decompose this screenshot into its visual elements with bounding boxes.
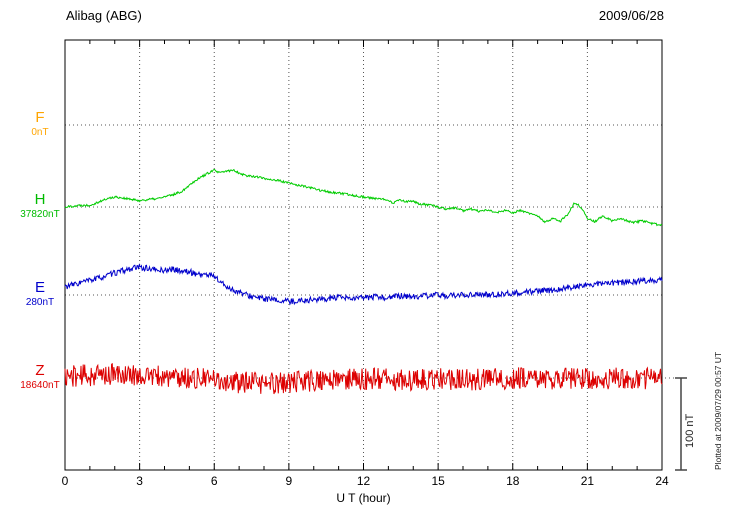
- e-trace: [64, 263, 663, 306]
- z-trace: [64, 362, 663, 395]
- x-tick-label: 9: [286, 474, 293, 488]
- component-z-letter: Z: [35, 362, 45, 379]
- component-h-letter: H: [34, 191, 46, 208]
- component-h: H 37820nT: [8, 192, 72, 221]
- x-tick-label: 24: [655, 474, 669, 488]
- component-f-letter: F: [35, 109, 45, 126]
- component-z-baseline: 18640nT: [20, 380, 60, 391]
- plotted-at-stamp: Plotted at 2009/07/29 00:57 UT: [713, 351, 723, 470]
- x-tick-label: 21: [581, 474, 595, 488]
- component-f-baseline: 0nT: [31, 127, 49, 138]
- x-tick-label: 18: [506, 474, 520, 488]
- component-e-baseline: 280nT: [25, 297, 55, 308]
- station-title: Alibag (ABG): [66, 8, 142, 23]
- x-axis-label: U T (hour): [336, 491, 391, 505]
- x-tick-label: 12: [357, 474, 371, 488]
- x-tick-label: 15: [431, 474, 445, 488]
- x-gridlines: [139, 40, 588, 470]
- x-tick-label: 0: [62, 474, 69, 488]
- plot-date: 2009/06/28: [598, 8, 664, 23]
- x-tick-labels: 0 3 6 9 12 15 18 21 24: [62, 474, 669, 488]
- component-baselines: [65, 124, 688, 379]
- scale-bar-label: 100 nT: [684, 413, 696, 448]
- x-tick-label: 6: [211, 474, 218, 488]
- component-f: F 0nT: [8, 110, 72, 139]
- component-e: E 280nT: [8, 280, 72, 309]
- axis-ticks: [64, 40, 663, 470]
- component-z: Z 18640nT: [8, 363, 72, 392]
- scale-bar: [675, 377, 687, 471]
- component-e-letter: E: [34, 279, 45, 296]
- x-tick-label: 3: [136, 474, 143, 488]
- component-h-baseline: 37820nT: [20, 209, 60, 220]
- h-trace: [64, 168, 663, 227]
